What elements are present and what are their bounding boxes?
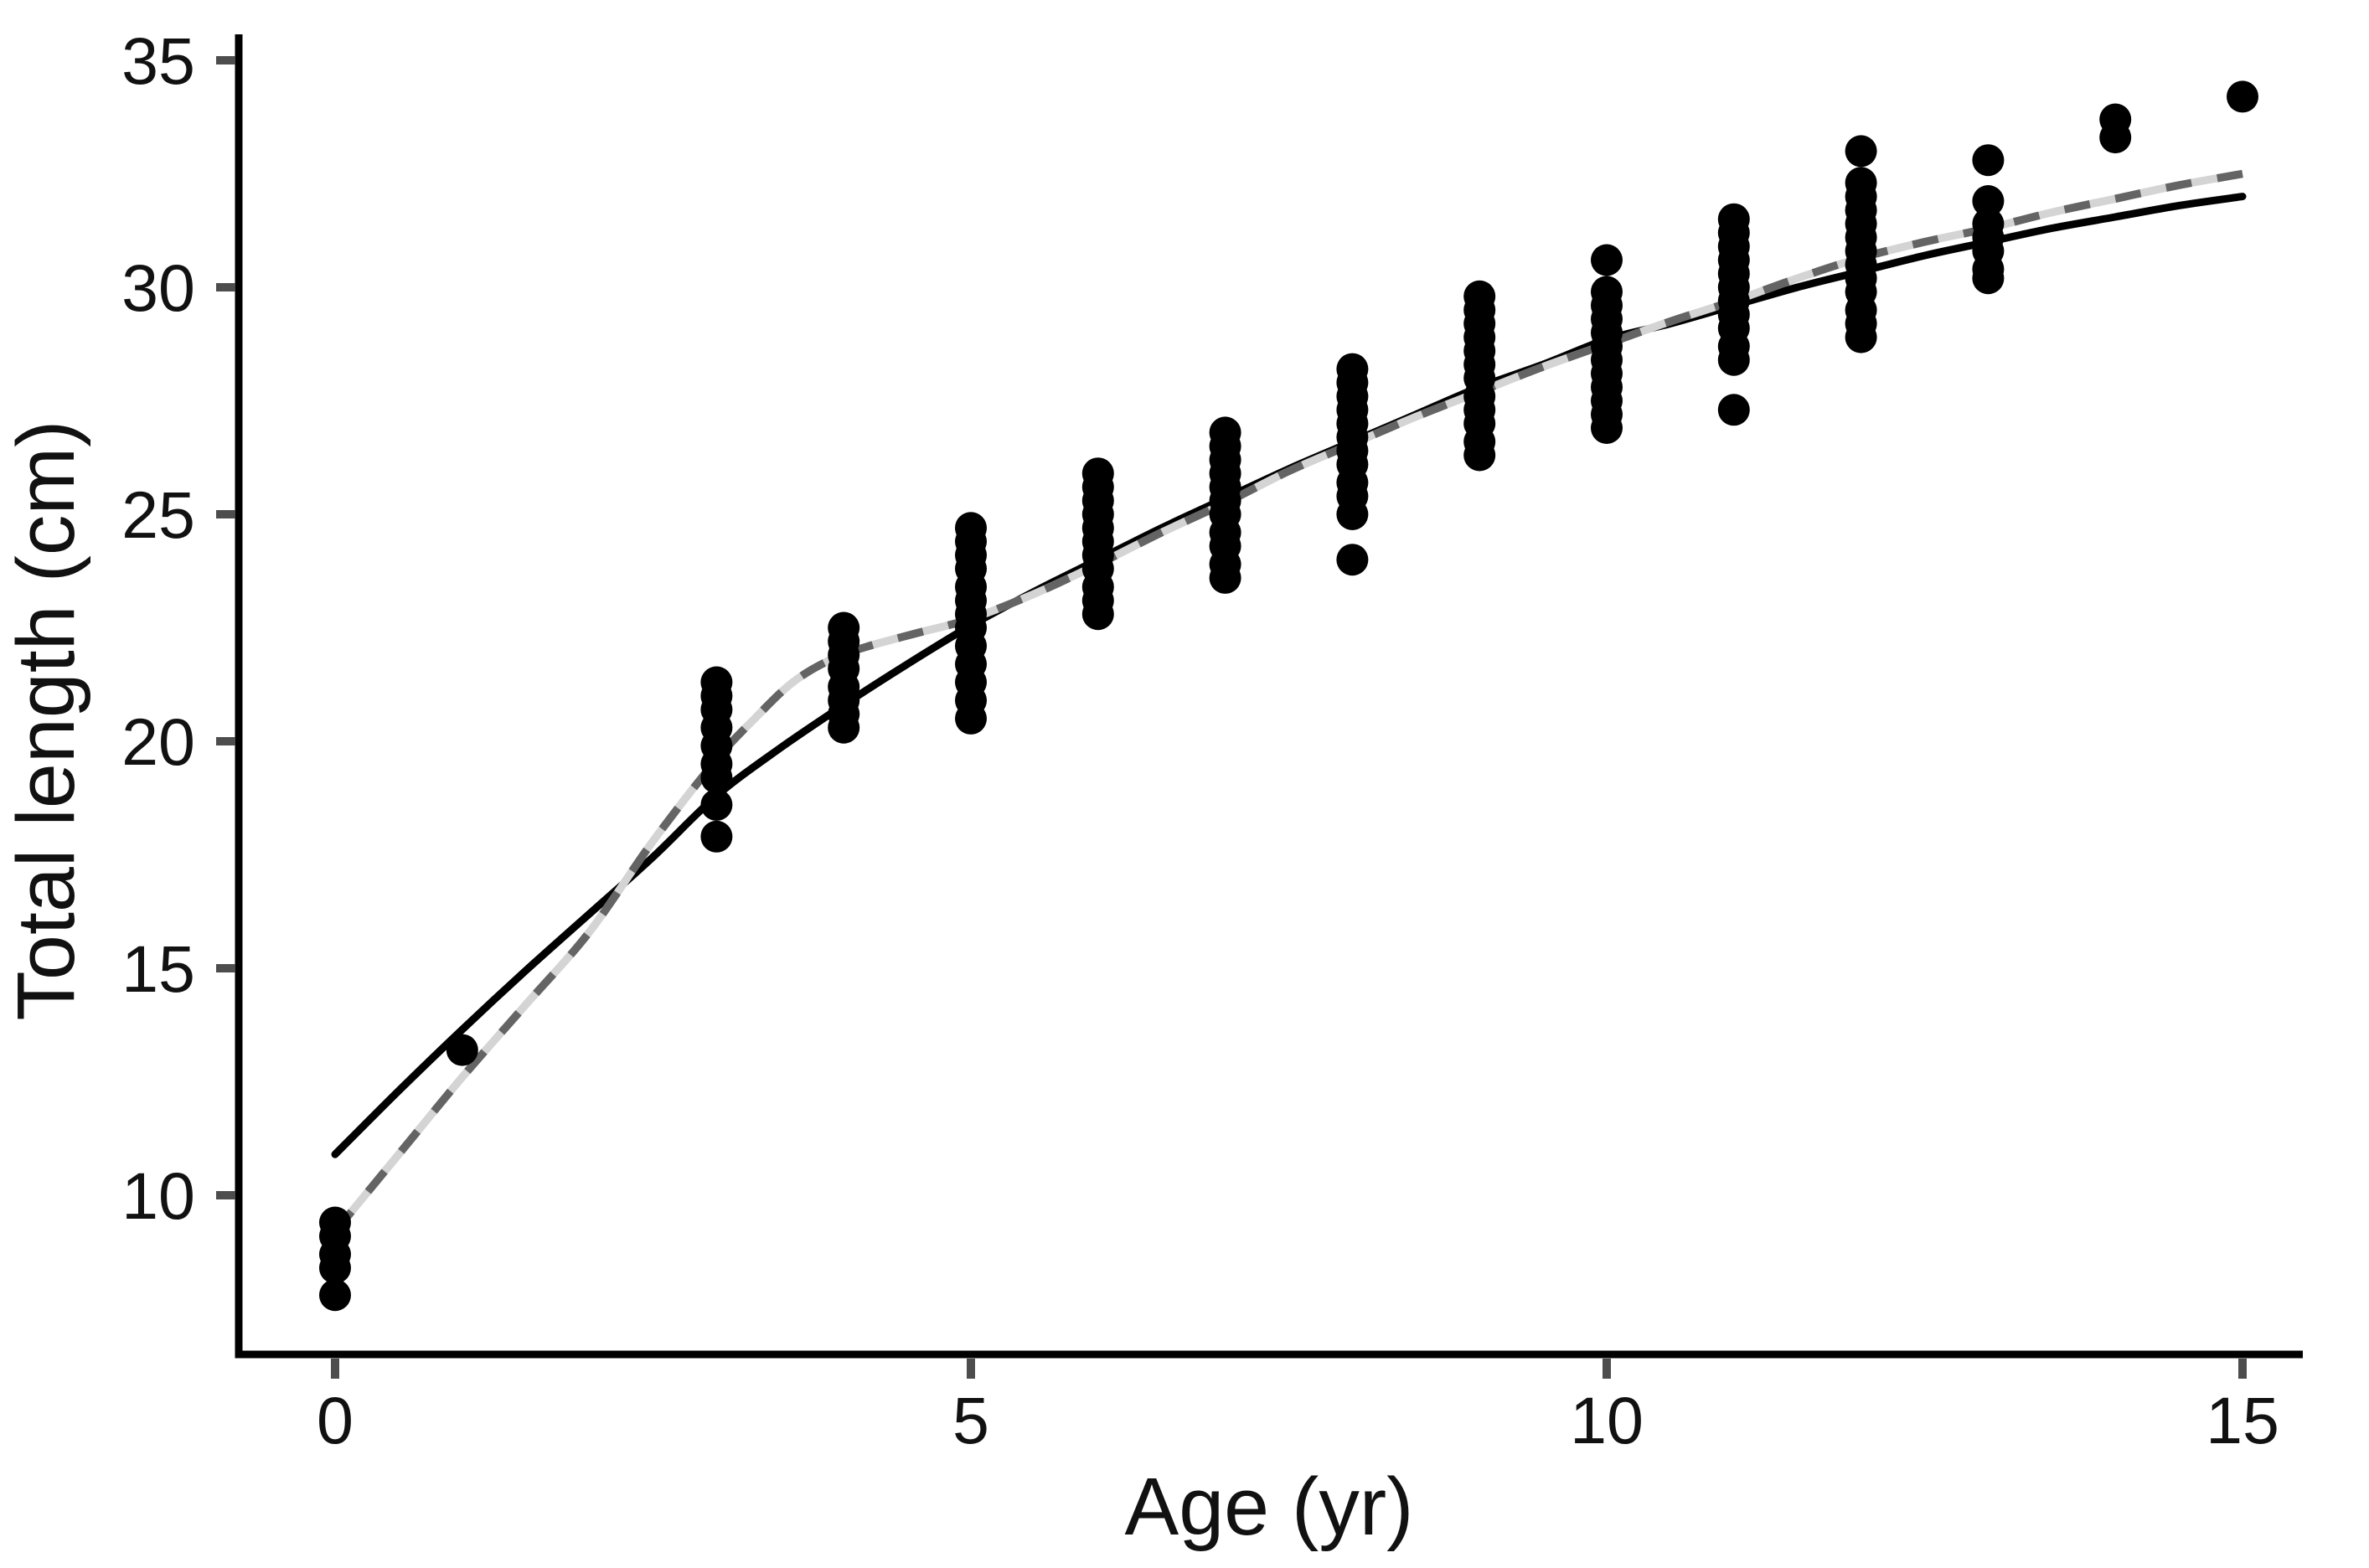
data-point	[1972, 185, 2005, 217]
y-tick-label: 10	[121, 1158, 195, 1233]
data-point	[1591, 244, 1623, 276]
data-point	[1972, 262, 2005, 295]
data-point	[446, 1034, 478, 1066]
dashed-curve-dark-dashes	[332, 169, 2243, 1235]
data-point	[319, 1251, 351, 1284]
data-point	[828, 711, 860, 744]
data-point	[1336, 498, 1369, 530]
y-tick-label: 20	[121, 704, 195, 779]
data-point	[1336, 544, 1369, 576]
data-point	[2099, 121, 2132, 154]
data-point	[1591, 412, 1623, 444]
x-tick-label: 5	[952, 1383, 989, 1457]
data-point	[1081, 598, 1114, 631]
data-point	[700, 788, 733, 821]
data-point	[1845, 321, 1877, 353]
data-point	[700, 820, 733, 853]
x-tick-label: 0	[317, 1383, 354, 1457]
data-point	[700, 761, 733, 794]
data-point	[1845, 135, 1877, 168]
data-point	[1972, 144, 2005, 177]
y-tick-label: 15	[121, 931, 195, 1006]
x-axis-title: Age (yr)	[1125, 1461, 1414, 1552]
data-point	[2227, 80, 2258, 113]
x-tick-label: 15	[2206, 1383, 2279, 1457]
data-point	[1717, 343, 1750, 376]
y-tick-label: 25	[121, 477, 195, 552]
data-point	[319, 1279, 351, 1312]
x-tick-label: 10	[1570, 1383, 1644, 1457]
y-axis-title: Total length (cm)	[0, 420, 91, 1021]
plot-area: 10 15 20 25 30 35 0 5 10 15	[121, 23, 2303, 1457]
data-point	[1209, 561, 1241, 594]
data-point	[955, 702, 987, 735]
data-point	[1717, 394, 1750, 426]
y-tick-label: 30	[121, 250, 195, 325]
data-point	[1463, 439, 1496, 472]
dashed-curve-light-base	[332, 169, 2243, 1235]
solid-growth-curve	[331, 193, 2247, 1158]
y-tick-label: 35	[121, 23, 195, 98]
